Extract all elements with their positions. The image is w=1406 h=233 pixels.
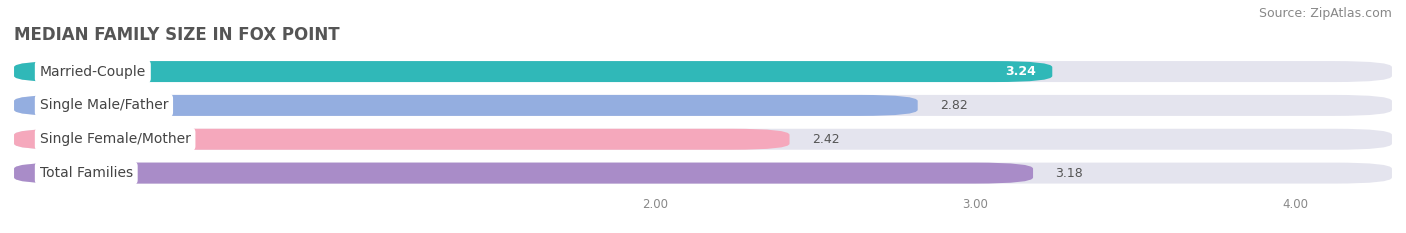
FancyBboxPatch shape	[14, 129, 1392, 150]
Text: MEDIAN FAMILY SIZE IN FOX POINT: MEDIAN FAMILY SIZE IN FOX POINT	[14, 26, 340, 44]
FancyBboxPatch shape	[14, 61, 1392, 82]
Text: Married-Couple: Married-Couple	[39, 65, 146, 79]
FancyBboxPatch shape	[14, 95, 1392, 116]
FancyBboxPatch shape	[14, 163, 1033, 184]
Text: 2.82: 2.82	[941, 99, 967, 112]
Text: 3.18: 3.18	[1056, 167, 1083, 180]
FancyBboxPatch shape	[14, 163, 1392, 184]
Text: Single Male/Father: Single Male/Father	[39, 98, 169, 112]
Text: 2.42: 2.42	[811, 133, 839, 146]
FancyBboxPatch shape	[14, 95, 918, 116]
Text: Single Female/Mother: Single Female/Mother	[39, 132, 191, 146]
Text: 3.24: 3.24	[1005, 65, 1036, 78]
FancyBboxPatch shape	[14, 129, 790, 150]
Text: Total Families: Total Families	[39, 166, 132, 180]
FancyBboxPatch shape	[14, 61, 1052, 82]
Text: Source: ZipAtlas.com: Source: ZipAtlas.com	[1258, 7, 1392, 20]
